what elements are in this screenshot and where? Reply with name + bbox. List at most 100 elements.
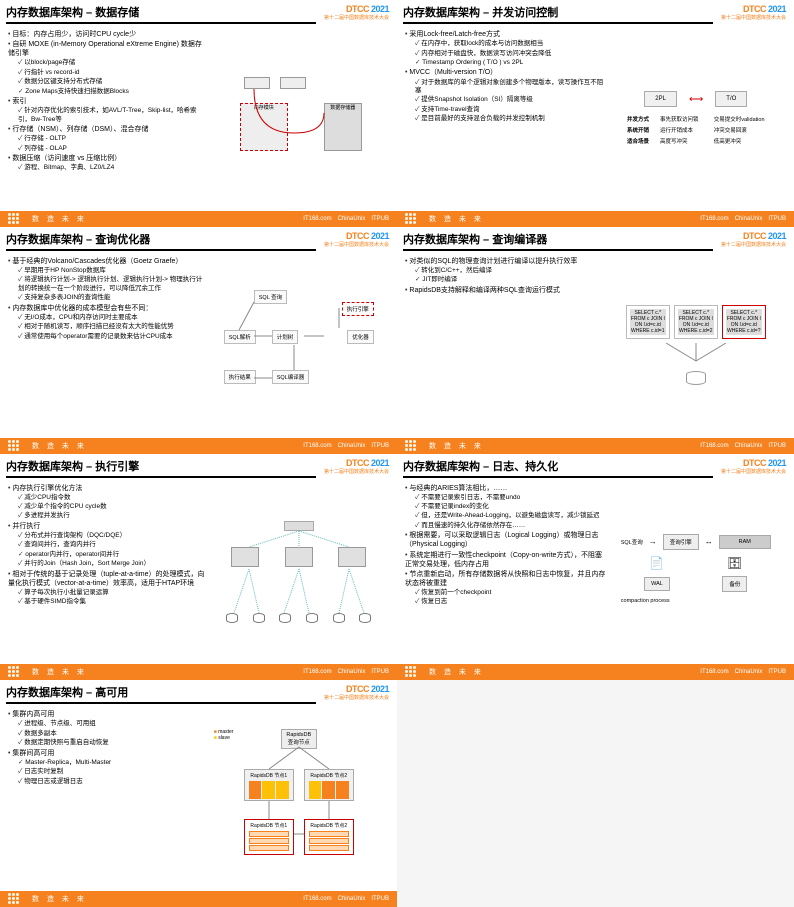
table-cell: 事先获取访问锁 [660, 115, 711, 123]
bullet-item: 并行的Join（Hash Join，Sort Merge Join） [8, 560, 209, 568]
bullet-item: 减少CPU指令数 [8, 494, 209, 502]
database-icon [686, 371, 706, 385]
bullet-item: 与经典的ARIES算法相比，…… [405, 484, 606, 493]
bullet-item: 节点重新启动，所有存储数据将从快照和日志中恢复，并且内存状态将被重建 [405, 570, 606, 588]
table-cell: 交易提交时validation [714, 115, 765, 123]
bullet-item: 恢复日志 [405, 598, 606, 606]
bullet-item: 数据分区键支持分布式存储 [8, 78, 209, 86]
bullet-item: 物理日志或逻辑日志 [8, 778, 209, 786]
slide-title: 内存数据库架构 – 查询优化器 [6, 231, 316, 251]
logo-text: DTCC [346, 4, 369, 14]
bullet-list: 内存执行引擎优化方法减少CPU指令数减少单个指令的CPU cycle数多进程并发… [8, 484, 209, 607]
bullet-item: 在内存中，获取lock的成本与访问数据相当 [405, 40, 606, 48]
storage-diagram: 内存模块 数据存储器 [234, 73, 364, 163]
bullet-item: 游程、Bitmap、字典、LZ0/LZ4 [8, 164, 209, 172]
bullet-item: 将逻辑执行计划-> 逻辑执行计划、逻辑执行计划-> 物理执行计划的转换统一在一个… [8, 276, 209, 293]
2pl-box: 2PL [644, 91, 677, 107]
bullet-item: MVCC（Multi-version T/O） [405, 68, 606, 77]
bullet-item: 减少单个指令的CPU cycle数 [8, 503, 209, 511]
bullet-item: 以block/page存储 [8, 59, 209, 67]
bullet-item: 内存执行引擎优化方法 [8, 484, 209, 493]
bullet-item: 不需要记录索引日志，不需要undo [405, 494, 606, 502]
table-cell: 并发方式 [627, 115, 657, 123]
concurrency-diagram: 2PL ⟷ T/O 并发方式事先获取访问锁交易提交时validation系统开销… [627, 91, 765, 145]
table-cell: 低高更冲突 [714, 137, 765, 145]
execution-diagram [219, 517, 379, 627]
bullet-item: 是目前最好的支持混合负载的并发控制机制 [405, 115, 606, 123]
bullet-item: 无I/O成本，CPU和内存访问时主要成本 [8, 314, 209, 322]
comparison-table: 并发方式事先获取访问锁交易提交时validation 系统开销运行开销成本冲突交易… [627, 115, 765, 145]
bullet-list: 目标：内存占用少，访问时CPU cycle少自研 MOXE (in-Memory… [8, 30, 209, 173]
disk-icon [226, 613, 238, 623]
bullet-item: Timestamp Ordering ( T/O ) vs 2PL [405, 59, 606, 67]
slide-title: 内存数据库架构 – 并发访问控制 [403, 4, 713, 24]
bullet-list: 对类似的SQL的物理查询计划进行编译以提升执行效率转化到C/C++，然后编译JI… [405, 257, 606, 295]
bullet-list: 基于经典的Volcano/Cascades优化器（Goetz Graefe）早期… [8, 257, 209, 341]
bullet-list: 与经典的ARIES算法相比，……不需要记录索引日志，不需要undo不需要记录in… [405, 484, 606, 607]
bullet-item: 针对内存优化的索引技术，如AVL/T-Tree，Skip-list，哈希索引，B… [8, 107, 209, 124]
bullet-item: Master-Replica，Multi-Master [8, 759, 209, 767]
bullet-item: 集群间高可用 [8, 749, 209, 758]
bullet-item: 提供Snapshot Isolation（SI）隔离等级 [405, 96, 606, 104]
bullet-item: 支持Time-travel查询 [405, 106, 606, 114]
bullet-item: 目标：内存占用少，访问时CPU cycle少 [8, 30, 209, 39]
database-icon: 🗄 [727, 556, 742, 570]
slide-logging: 内存数据库架构 – 日志、持久化 DTCC 2021第十二届中国数据库技术大会 … [397, 454, 794, 681]
conference-logo: DTCC 2021 第十二届中国数据库技术大会 [721, 4, 786, 21]
document-icon: 📄 [649, 556, 664, 570]
bullet-item: 恢复到前一个checkpoint [405, 589, 606, 597]
slide-compiler: 内存数据库架构 – 查询编译器 DTCC 2021第十二届中国数据库技术大会 对… [397, 227, 794, 454]
table-cell: 适合场景 [627, 137, 657, 145]
slide-optimizer: 内存数据库架构 – 查询优化器 DTCC 2021第十二届中国数据库技术大会 基… [0, 227, 397, 454]
logging-diagram: SQL查询→查询引擎↔RAM 📄🗄 WAL备份 compaction proce… [621, 534, 771, 610]
bullet-item: Zone Maps支持快速扫描数据Blocks [8, 88, 209, 96]
bullet-item: 行存储（NSM）、列存储（DSM）、混合存储 [8, 125, 209, 134]
footer-dots-icon [8, 213, 26, 225]
slide-data-storage: 内存数据库架构 – 数据存储 DTCC 2021 第十二届中国数据库技术大会 目… [0, 0, 397, 227]
bullet-item: 行指针 vs record-id [8, 69, 209, 77]
plan-box: SELECT c.* FROM c JOIN l ON l.id=c.id WH… [674, 305, 718, 339]
slide-footer: 数 造 未 来 IT168.comChinaUnixITPUB [397, 211, 794, 227]
bullet-item: 内存相对于磁盘快，数据读写访问冲突会降低 [405, 50, 606, 58]
bullet-item: 而且慢速的持久化存储依然存在…… [405, 522, 606, 530]
arrow-icon: → [649, 537, 657, 546]
bullet-item: 并行执行 [8, 522, 209, 531]
table-cell: 冲突交易回滚 [714, 126, 765, 134]
optimizer-diagram: SQL 查询 SQL解析 计划树 优化器 执行引擎 SQL编译器 执行结果 [224, 290, 374, 400]
table-cell: 运行开销成本 [660, 126, 711, 134]
slide-title: 内存数据库架构 – 数据存储 [6, 4, 316, 24]
to-box: T/O [715, 91, 747, 107]
bullet-list: 集群内高可用进程级、节点级、可用组数据多副本数据定期快照与重启自动恢复集群间高可… [8, 710, 209, 786]
bullet-item: 集群内高可用 [8, 710, 209, 719]
empty-slot [397, 680, 794, 907]
logo-subtitle: 第十二届中国数据库技术大会 [324, 14, 389, 21]
bullet-item: RapidsDB支持解释和编译两种SQL查询运行模式 [405, 286, 606, 295]
slide-header: 内存数据库架构 – 数据存储 DTCC 2021 第十二届中国数据库技术大会 [0, 0, 397, 26]
bullet-item: 但，还是Write-Ahead-Logging，以避免磁盘读写，减少锁延迟 [405, 512, 606, 520]
bullet-item: 对类似的SQL的物理查询计划进行编译以提升执行效率 [405, 257, 606, 266]
bullet-item: 相对于传统的基于记录处理（tuple-at-a-time）的处理模式，向量化执行… [8, 570, 209, 588]
bullet-item: 基于经典的Volcano/Cascades优化器（Goetz Graefe） [8, 257, 209, 266]
table-cell: 系统开销 [627, 126, 657, 134]
table-cell: 高度写冲突 [660, 137, 711, 145]
footer-slogan: 数 造 未 来 [32, 214, 87, 224]
slide-title: 内存数据库架构 – 日志、持久化 [403, 458, 713, 478]
bullet-item: 系统定期进行一致性checkpoint（Copy-on-write方式），不阻塞… [405, 551, 606, 569]
logo-year: 2021 [371, 4, 389, 14]
bullet-item: 采用Lock-free/Latch-free方式 [405, 30, 606, 39]
bullet-item: 查询间并行，查询内并行 [8, 541, 209, 549]
bullet-item: 根据需要，可以采取逻辑日志（Logical Logging）或物理日志（Phys… [405, 531, 606, 549]
slide-execution: 内存数据库架构 – 执行引擎 DTCC 2021第十二届中国数据库技术大会 内存… [0, 454, 397, 681]
footer-sponsors: IT168.comChinaUnixITPUB [303, 216, 389, 222]
slide-title: 内存数据库架构 – 执行引擎 [6, 458, 316, 478]
bullet-item: 列存储 - OLAP [8, 145, 209, 153]
bullet-item: 基于硬件SIMD指令集 [8, 598, 209, 606]
bullet-item: 数据压缩（访问速度 vs 压缩比例） [8, 154, 209, 163]
plan-box: SELECT c.* FROM c JOIN l ON l.id=c.id WH… [626, 305, 670, 339]
slide-footer: 数 造 未 来 IT168.comChinaUnixITPUB [0, 211, 397, 227]
slide-title: 内存数据库架构 – 查询编译器 [403, 231, 713, 251]
bullet-item: 算子每次执行小批量记录运算 [8, 589, 209, 597]
plan-box: SELECT c.* FROM c JOIN l ON l.id=c.id WH… [722, 305, 766, 339]
bullet-item: 通常使用每个operator需要的记录数来估计CPU成本 [8, 333, 209, 341]
slide-ha: 内存数据库架构 – 高可用 DTCC 2021第十二届中国数据库技术大会 集群内… [0, 680, 397, 907]
